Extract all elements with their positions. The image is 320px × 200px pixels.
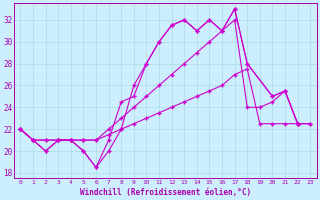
X-axis label: Windchill (Refroidissement éolien,°C): Windchill (Refroidissement éolien,°C) <box>80 188 251 197</box>
